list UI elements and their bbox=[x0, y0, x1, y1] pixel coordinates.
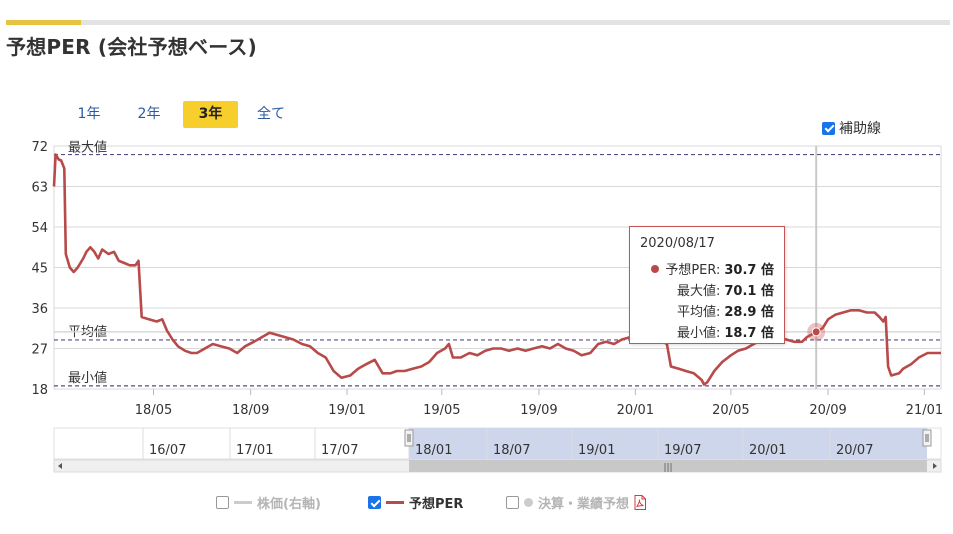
highlight-point bbox=[811, 327, 821, 337]
y-tick-label: 36 bbox=[31, 302, 48, 317]
page-title: 予想PER (会社予想ベース) bbox=[6, 35, 257, 59]
legend-label: 株価(右軸) bbox=[257, 497, 321, 512]
tooltip-label: 予想PER: bbox=[665, 263, 721, 278]
series-dot-icon bbox=[651, 264, 660, 273]
navigator-label: 19/07 bbox=[664, 443, 701, 458]
legend-checkbox[interactable] bbox=[506, 496, 519, 509]
legend-line-icon bbox=[386, 501, 404, 504]
aux-lines-toggle[interactable]: 補助線 bbox=[822, 118, 881, 138]
navigator-label: 17/07 bbox=[321, 443, 358, 458]
reference-line-label: 最小値 bbox=[68, 370, 107, 386]
tooltip-value: 70.1 倍 bbox=[724, 284, 774, 299]
x-tick-label: 19/09 bbox=[520, 403, 557, 418]
y-tick-label: 72 bbox=[31, 140, 48, 155]
tooltip-row-per: 予想PER: 30.7 倍 bbox=[651, 259, 774, 278]
tooltip-label: 最小値: bbox=[677, 326, 721, 341]
x-tick-label: 19/01 bbox=[328, 403, 365, 418]
y-tick-label: 27 bbox=[31, 343, 48, 358]
y-tick-label: 54 bbox=[31, 221, 48, 236]
navigator-label: 20/07 bbox=[836, 443, 873, 458]
tooltip-label: 平均値: bbox=[677, 305, 721, 320]
tooltip-value: 30.7 倍 bbox=[724, 263, 774, 278]
scrollbar-grip-icon: ||| bbox=[663, 463, 672, 473]
y-tick-label: 45 bbox=[31, 262, 48, 277]
navigator-label: 17/01 bbox=[236, 443, 273, 458]
chart-tooltip: 2020/08/17 予想PER: 30.7 倍 最大値: 70.1 倍 平均値… bbox=[629, 226, 785, 344]
x-tick-label: 21/01 bbox=[906, 403, 943, 418]
reference-line-label: 最大値 bbox=[68, 140, 107, 156]
period-button-1y[interactable]: 1年 bbox=[77, 106, 101, 122]
navigator-label: 18/07 bbox=[493, 443, 530, 458]
navigator-label: 20/01 bbox=[749, 443, 786, 458]
title-accent-bar bbox=[6, 20, 81, 25]
legend-item-per[interactable]: 予想PER bbox=[368, 493, 463, 512]
tooltip-label: 最大値: bbox=[677, 284, 721, 299]
tooltip-date: 2020/08/17 bbox=[640, 236, 715, 251]
legend-checkbox[interactable] bbox=[216, 496, 229, 509]
legend-label: 予想PER bbox=[409, 497, 464, 512]
legend-label: 決算・業績予想 bbox=[538, 497, 630, 512]
x-tick-label: 19/05 bbox=[423, 403, 460, 418]
aux-lines-label: 補助線 bbox=[839, 121, 881, 137]
tooltip-row-max: 最大値: 70.1 倍 bbox=[677, 280, 774, 299]
x-tick-label: 20/09 bbox=[809, 403, 846, 418]
period-button-2y[interactable]: 2年 bbox=[137, 106, 161, 122]
x-tick-label: 20/05 bbox=[712, 403, 749, 418]
title-divider bbox=[6, 20, 950, 25]
period-button-3y[interactable]: 3年 bbox=[183, 101, 238, 128]
tooltip-row-min: 最小値: 18.7 倍 bbox=[677, 322, 774, 341]
scroll-left-arrow-icon[interactable] bbox=[58, 463, 62, 469]
legend-dot-icon bbox=[524, 498, 533, 507]
x-tick-label: 18/09 bbox=[232, 403, 269, 418]
per-chart: 18 27 36 45 54 63 72 18/05 18/09 19/01 19/05 19/09 2… bbox=[31, 140, 943, 473]
tooltip-value: 18.7 倍 bbox=[724, 326, 774, 341]
y-tick-label: 18 bbox=[31, 383, 48, 398]
x-tick-label: 20/01 bbox=[617, 403, 654, 418]
legend-line-icon bbox=[234, 501, 252, 504]
legend-item-stock-price[interactable]: 株価(右軸) bbox=[216, 493, 321, 512]
navigator-left-handle[interactable] bbox=[404, 429, 414, 447]
scroll-right-arrow-icon[interactable] bbox=[933, 463, 937, 469]
navigator-selection bbox=[409, 428, 927, 459]
legend-item-earnings[interactable]: 決算・業績予想 bbox=[506, 493, 647, 512]
period-button-all[interactable]: 全て bbox=[257, 106, 285, 122]
navigator-label: 19/01 bbox=[578, 443, 615, 458]
navigator-right-handle[interactable] bbox=[922, 429, 932, 447]
tooltip-row-avg: 平均値: 28.9 倍 bbox=[677, 301, 774, 320]
x-tick-label: 18/05 bbox=[135, 403, 172, 418]
pdf-icon[interactable] bbox=[634, 495, 647, 510]
per-series-line bbox=[52, 153, 941, 386]
aux-lines-checkbox[interactable] bbox=[822, 121, 835, 135]
legend-checkbox[interactable] bbox=[368, 496, 381, 509]
scrollbar-thumb[interactable] bbox=[409, 460, 927, 472]
navigator-label: 18/01 bbox=[415, 443, 452, 458]
chart-legend: 株価(右軸) 予想PER 決算・業績予想 bbox=[0, 493, 953, 513]
y-tick-label: 63 bbox=[31, 181, 48, 196]
navigator-label: 16/07 bbox=[149, 443, 186, 458]
tooltip-value: 28.9 倍 bbox=[724, 305, 774, 320]
